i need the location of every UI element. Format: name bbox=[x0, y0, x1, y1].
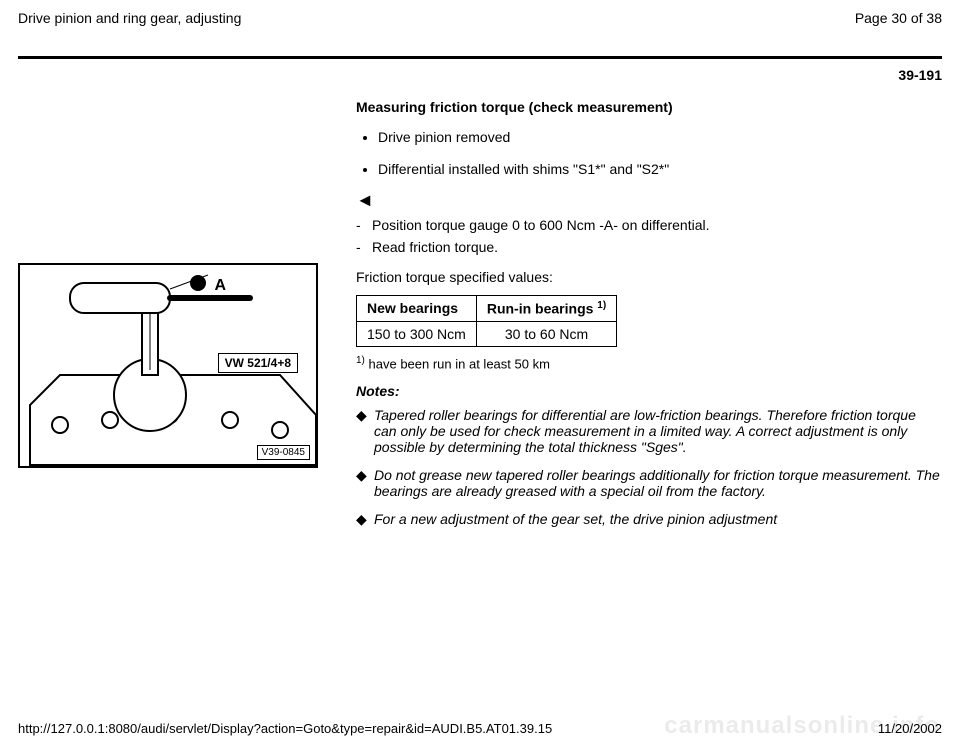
figure-reference-marker: ◄ bbox=[356, 193, 942, 207]
diamond-bullet-icon: ◆ bbox=[356, 511, 374, 528]
prerequisite-item: Drive pinion removed bbox=[378, 129, 718, 145]
section-heading: Measuring friction torque (check measure… bbox=[356, 99, 676, 115]
note-text: Do not grease new tapered roller bearing… bbox=[374, 467, 942, 499]
footer-url: http://127.0.0.1:8080/audi/servlet/Displ… bbox=[18, 721, 552, 736]
divider bbox=[18, 56, 942, 59]
friction-values-label: Friction torque specified values: bbox=[356, 269, 942, 285]
figure-image-id: V39-0845 bbox=[257, 445, 310, 460]
note-item: ◆ Do not grease new tapered roller beari… bbox=[356, 467, 942, 499]
note-text: For a new adjustment of the gear set, th… bbox=[374, 511, 777, 527]
diamond-bullet-icon: ◆ bbox=[356, 407, 374, 424]
notes-heading: Notes: bbox=[356, 383, 942, 399]
dash-icon: - bbox=[356, 239, 372, 255]
specification-table: New bearings Run-in bearings 1) 150 to 3… bbox=[356, 295, 617, 347]
notes-list: ◆ Tapered roller bearings for differenti… bbox=[356, 407, 942, 528]
footnote-marker: 1) bbox=[356, 355, 365, 366]
prerequisite-item: Differential installed with shims "S1*" … bbox=[378, 161, 718, 177]
note-text: Tapered roller bearings for differential… bbox=[374, 407, 942, 455]
table-header: Run-in bearings 1) bbox=[476, 296, 616, 322]
figure-tool-label: VW 521/4+8 bbox=[218, 353, 298, 373]
footnote-text: have been run in at least 50 km bbox=[365, 356, 550, 371]
table-header-text: Run-in bearings bbox=[487, 301, 597, 317]
table-header: New bearings bbox=[357, 296, 477, 322]
procedure-step: - Read friction torque. bbox=[356, 239, 942, 255]
footnote-ref: 1) bbox=[597, 300, 606, 311]
procedure-text: Read friction torque. bbox=[372, 239, 498, 255]
footer-date: 11/20/2002 bbox=[878, 721, 942, 736]
dash-icon: - bbox=[356, 217, 372, 233]
note-item: ◆ Tapered roller bearings for differenti… bbox=[356, 407, 942, 455]
table-cell: 30 to 60 Ncm bbox=[476, 321, 616, 346]
page-header: Drive pinion and ring gear, adjusting Pa… bbox=[18, 10, 942, 32]
diamond-bullet-icon: ◆ bbox=[356, 467, 374, 484]
left-pointer-icon: ◄ bbox=[356, 193, 380, 207]
header-page: Page 30 of 38 bbox=[855, 10, 942, 26]
page-footer: http://127.0.0.1:8080/audi/servlet/Displ… bbox=[18, 721, 942, 736]
figure-a-label: A bbox=[214, 277, 226, 295]
table-cell: 150 to 300 Ncm bbox=[357, 321, 477, 346]
footnote: 1) have been run in at least 50 km bbox=[356, 355, 942, 371]
note-item: ◆ For a new adjustment of the gear set, … bbox=[356, 511, 942, 528]
prerequisite-list: Drive pinion removed Differential instal… bbox=[356, 129, 718, 177]
section-number: 39-191 bbox=[18, 67, 942, 83]
procedure-text: Position torque gauge 0 to 600 Ncm -A- o… bbox=[372, 217, 710, 233]
procedure-step: - Position torque gauge 0 to 600 Ncm -A-… bbox=[356, 217, 942, 233]
procedure-list: - Position torque gauge 0 to 600 Ncm -A-… bbox=[356, 217, 942, 255]
figure: A VW 521/4+8 V39-0845 bbox=[18, 263, 318, 468]
header-title: Drive pinion and ring gear, adjusting bbox=[18, 10, 241, 26]
